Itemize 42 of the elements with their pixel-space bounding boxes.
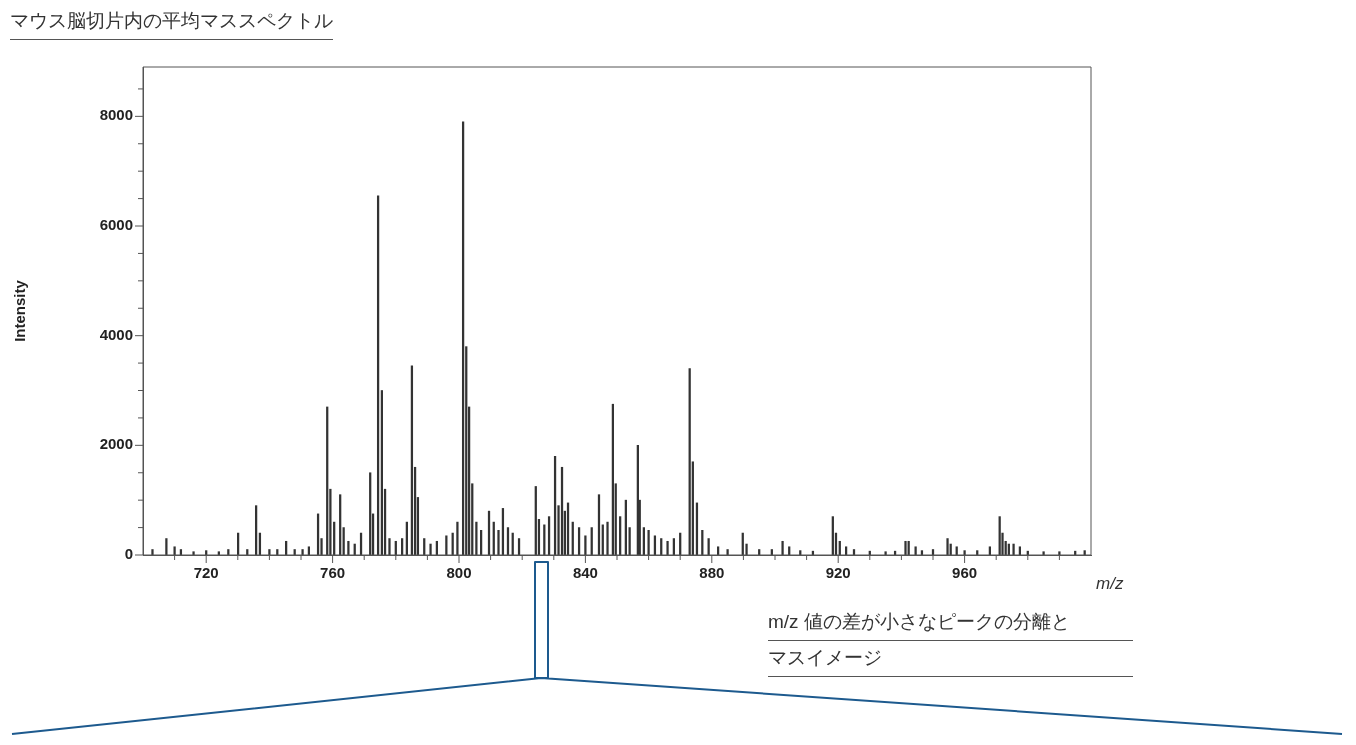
y-tick-label: 2000 <box>99 435 133 453</box>
bar <box>497 530 500 555</box>
bar <box>388 538 391 555</box>
text: マスイメージ <box>768 641 1133 677</box>
bar <box>1042 551 1045 555</box>
bar <box>781 540 784 555</box>
bar <box>475 521 478 555</box>
bar <box>914 546 917 555</box>
y-tick-label: 6000 <box>99 216 133 234</box>
bar <box>268 549 271 555</box>
bar <box>647 530 650 555</box>
bar <box>666 540 669 555</box>
bar <box>584 535 587 555</box>
y-tick-label: 0 <box>124 545 133 563</box>
bar <box>165 538 168 555</box>
x-tick-label: 880 <box>699 564 725 582</box>
bar <box>1012 543 1015 555</box>
y-axis-title: Intensity <box>11 279 29 342</box>
bar <box>884 551 887 555</box>
x-tick-label: 920 <box>825 564 851 582</box>
bar <box>726 549 729 555</box>
bar <box>429 543 432 555</box>
bar <box>347 540 350 555</box>
y-tick-label: 8000 <box>99 106 133 124</box>
bar <box>963 550 966 555</box>
x-tick-label: 760 <box>320 564 346 582</box>
bar <box>151 549 154 555</box>
text: m/z 値の差が小さなピークの分離と <box>768 605 1133 641</box>
bar <box>173 546 176 555</box>
bar <box>1058 551 1061 555</box>
x-axis-title: m/z <box>1096 574 1124 594</box>
x-tick-label: 960 <box>952 564 978 582</box>
y-tick-label: 4000 <box>99 325 133 343</box>
bar <box>946 538 949 555</box>
x-tick-label: 720 <box>193 564 219 582</box>
x-tick-label: 840 <box>572 564 598 582</box>
bar <box>192 551 195 555</box>
chart-title: マウス脳切片内の平均マススペクトル <box>10 8 333 40</box>
bar <box>456 521 459 555</box>
bar <box>301 549 304 555</box>
bar <box>606 521 609 555</box>
x-tick-label: 800 <box>446 564 472 582</box>
